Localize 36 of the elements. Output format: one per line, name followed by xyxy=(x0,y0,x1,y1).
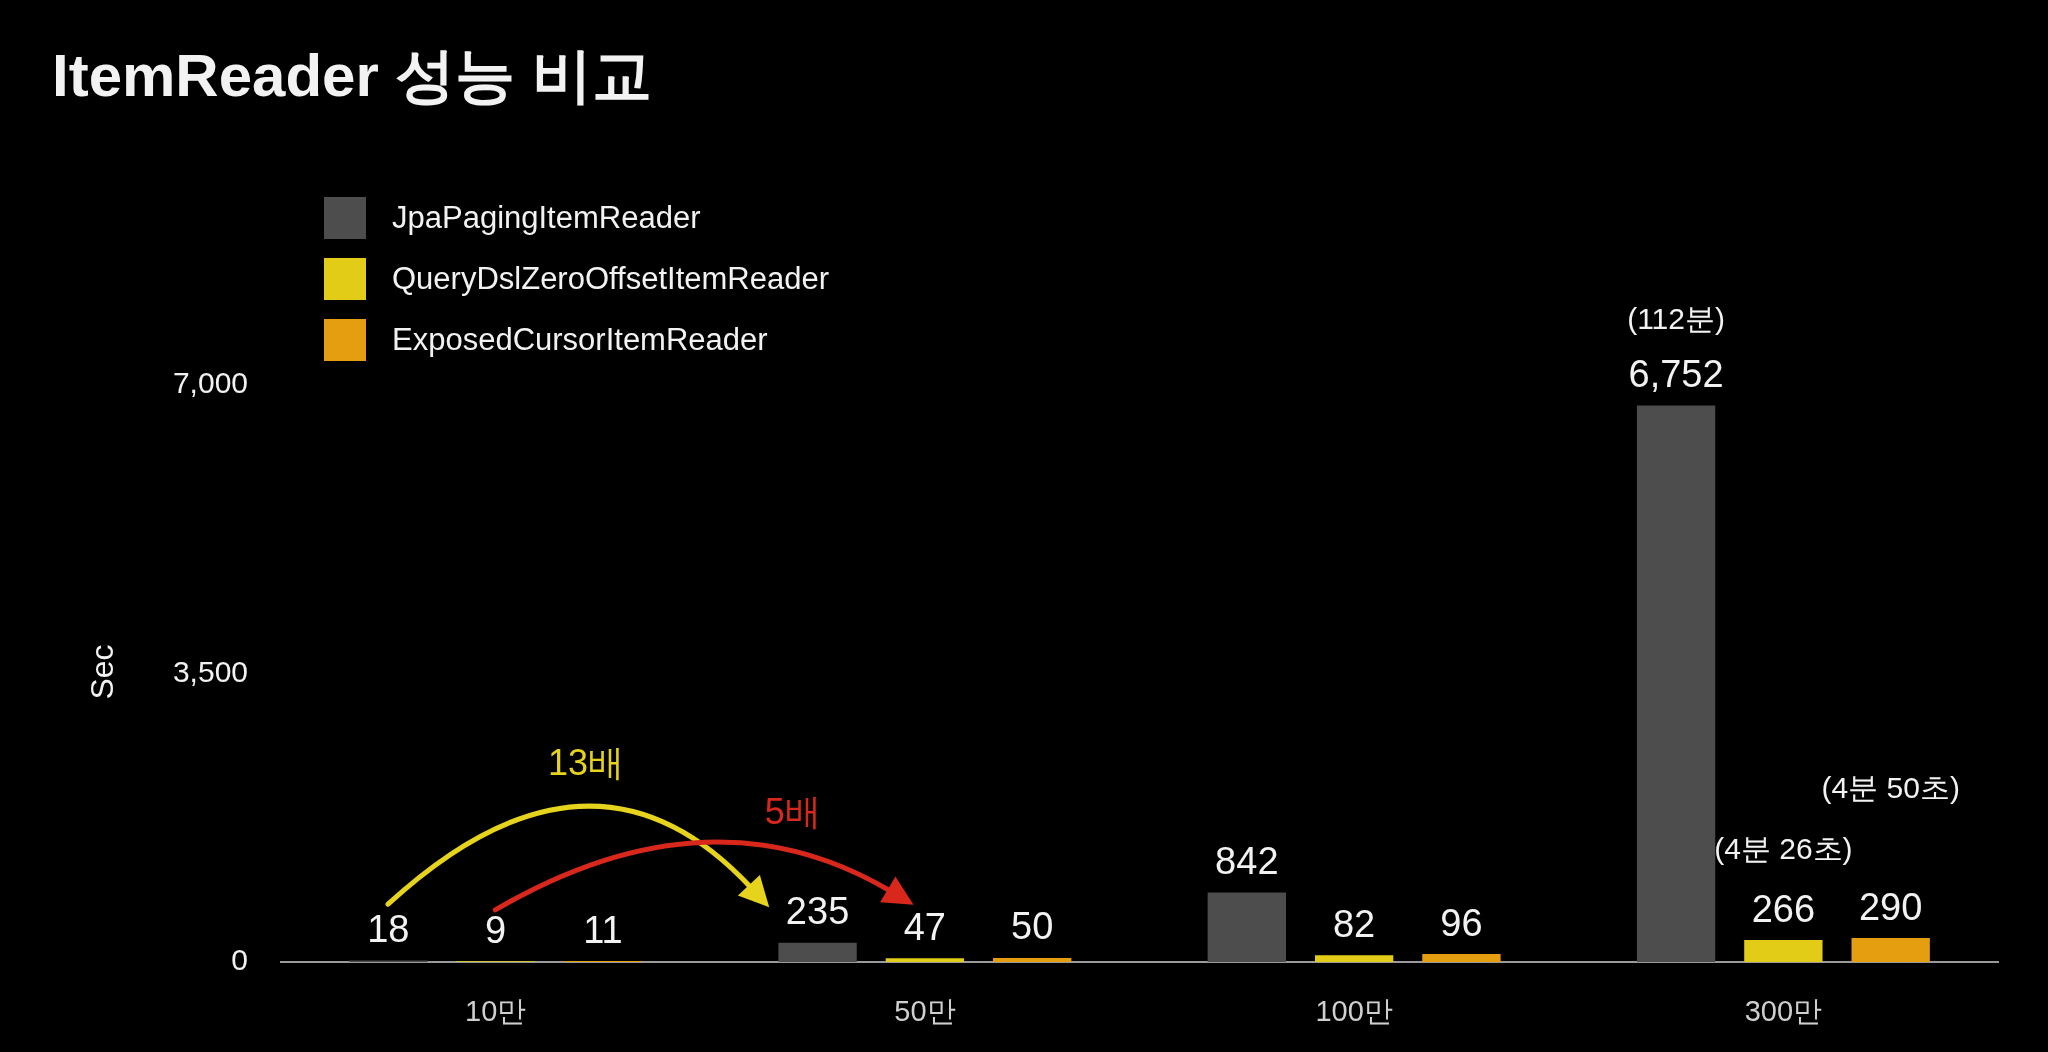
x-tick-label: 10만 xyxy=(464,995,527,1028)
annotation: (4분 26초) xyxy=(1714,830,1853,867)
data-label: 96 xyxy=(1440,901,1483,944)
x-tick-label: 300만 xyxy=(1744,995,1823,1028)
bar xyxy=(1314,955,1394,962)
bar xyxy=(1207,892,1286,962)
x-tick-label: 100만 xyxy=(1315,995,1393,1028)
data-label: 18 xyxy=(367,908,410,950)
annotation: (4분 50초) xyxy=(1821,769,1960,806)
bar xyxy=(885,958,965,962)
data-label: 47 xyxy=(903,905,947,948)
chart-title: ItemReader 성능 비교 xyxy=(52,41,653,111)
bar xyxy=(778,942,857,962)
bar xyxy=(1851,938,1930,962)
data-label: 50 xyxy=(1011,905,1054,948)
y-tick-label: 3,500 xyxy=(172,654,248,688)
annotation: 13배 xyxy=(547,740,624,785)
x-tick-label: 50만 xyxy=(894,995,956,1028)
bar xyxy=(1422,954,1501,962)
data-label: 11 xyxy=(583,908,623,951)
data-label: 6,752 xyxy=(1628,352,1724,395)
data-label: 290 xyxy=(1858,885,1923,928)
data-label: 842 xyxy=(1215,840,1279,883)
y-tick-label: 0 xyxy=(231,943,248,977)
data-label: 9 xyxy=(485,908,507,951)
y-axis-title: Sec xyxy=(83,644,121,700)
legend-label: JpaPagingItemReader xyxy=(392,199,701,236)
data-label: 82 xyxy=(1332,902,1376,945)
text: (112분) xyxy=(1627,300,1725,337)
bar xyxy=(993,957,1072,962)
legend-label: ExposedCursorItemReader xyxy=(392,321,768,358)
bar xyxy=(1636,405,1716,962)
data-label: 266 xyxy=(1751,887,1816,930)
y-tick-label: 7,000 xyxy=(172,366,248,400)
legend-label: QueryDslZeroOffsetItemReader xyxy=(392,260,830,297)
bar xyxy=(1744,940,1823,962)
